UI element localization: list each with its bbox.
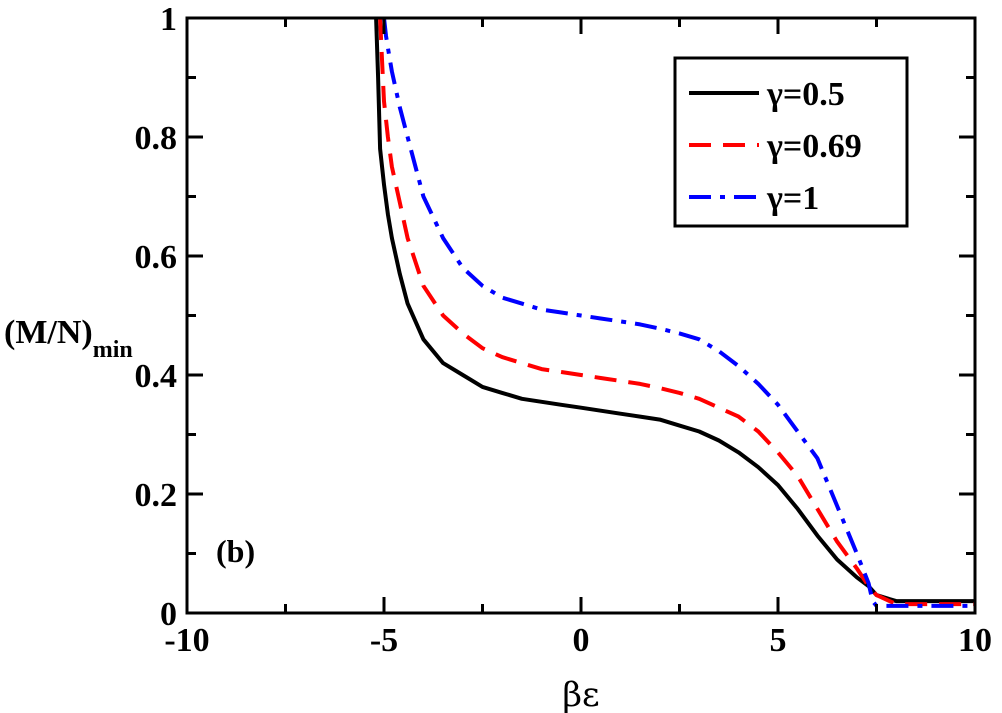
y-tick-label: 0.8 (135, 120, 178, 157)
x-tick-label: 10 (958, 622, 992, 659)
x-tick-label: 0 (573, 622, 590, 659)
series-layer (374, 17, 975, 608)
y-axis-title-main: (M/N) (4, 314, 93, 351)
y-tick-label: 0 (160, 596, 177, 633)
legend-label-2: γ=0.69 (766, 128, 862, 165)
panel-label: (b) (216, 533, 255, 569)
x-axis-title: βε (562, 675, 599, 713)
legend-box (673, 56, 909, 228)
y-tick-label: 0.2 (135, 477, 178, 514)
y-tick-label: 0.4 (135, 358, 178, 395)
y-axis-title-subscript: min (93, 337, 133, 363)
y-tick-label: 1 (160, 1, 177, 38)
y-axis-title: (M/N)min (4, 314, 133, 363)
ticks-layer (185, 16, 977, 615)
x-tick-label: -5 (370, 622, 398, 659)
tick-labels: -10 -5 0 5 10 0 0.2 0.4 0.6 0.8 1 (135, 1, 993, 659)
x-tick-label: 5 (770, 622, 787, 659)
series-line-3 (382, 17, 975, 608)
x-tick-label: -10 (164, 622, 209, 659)
series-line-2 (378, 17, 975, 607)
series-line-1 (374, 17, 975, 604)
legend: γ=0.5 γ=0.69 γ=1 (673, 56, 909, 228)
legend-label-1: γ=0.5 (766, 76, 845, 113)
legend-label-3: γ=1 (766, 180, 819, 217)
y-tick-label: 0.6 (135, 239, 178, 276)
